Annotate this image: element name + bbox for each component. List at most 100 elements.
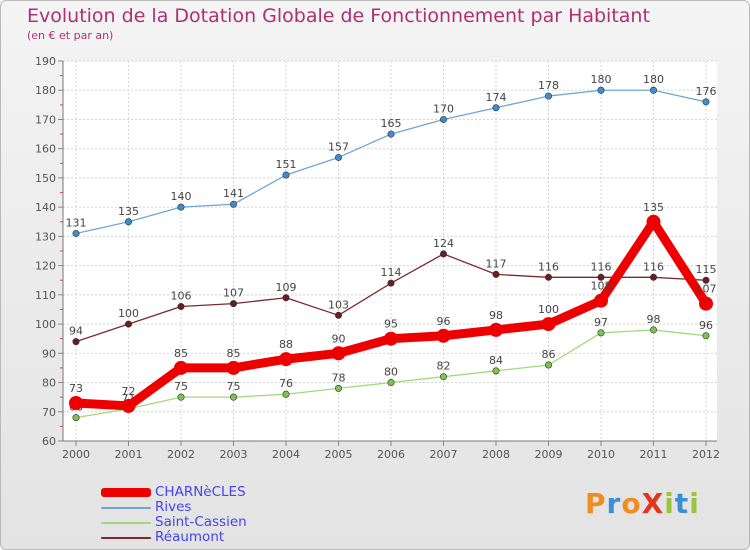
x-tick-label: 2004 (272, 448, 300, 461)
data-point-rives (387, 130, 395, 138)
data-label-saint-cassien: 75 (227, 380, 241, 393)
data-point-rives (702, 98, 710, 106)
data-label-rives: 157 (328, 140, 349, 153)
y-tick-label: 120 (35, 260, 56, 273)
chart-legend: CHARNèCLES Rives Saint-Cassien Réaumont (101, 485, 247, 545)
data-point-rives (230, 200, 238, 208)
data-label-r-aumont: 116 (591, 260, 612, 273)
data-point-r-aumont (492, 270, 500, 278)
data-label-charn-cles: 108 (591, 280, 612, 293)
legend-item-reaumont: Réaumont (101, 530, 247, 545)
data-point-rives (282, 171, 290, 179)
data-label-saint-cassien: 80 (384, 366, 398, 379)
data-point-saint-cassien (544, 361, 552, 369)
data-point-r-aumont (177, 303, 185, 311)
data-label-rives: 151 (276, 158, 297, 171)
data-label-rives: 140 (171, 190, 192, 203)
y-tick-label: 110 (35, 289, 56, 302)
legend-item-saint-cassien: Saint-Cassien (101, 515, 247, 530)
data-point-charn-cles (226, 360, 241, 375)
logo-letter: t (674, 487, 690, 520)
data-point-charn-cles (699, 296, 713, 311)
data-label-charn-cles: 100 (538, 303, 559, 316)
data-point-charn-cles (279, 352, 293, 367)
x-tick-label: 2007 (430, 448, 458, 461)
data-point-saint-cassien (334, 384, 342, 392)
data-point-r-aumont (72, 338, 80, 346)
data-label-saint-cassien: 82 (437, 360, 451, 373)
data-label-charn-cles: 96 (437, 315, 451, 328)
data-label-rives: 165 (381, 117, 402, 130)
data-label-rives: 176 (696, 85, 717, 98)
legend-label: Réaumont (155, 529, 225, 545)
data-label-saint-cassien: 75 (174, 380, 188, 393)
data-point-r-aumont (649, 273, 657, 281)
data-label-charn-cles: 135 (643, 201, 664, 214)
data-label-charn-cles: 73 (69, 382, 83, 395)
data-label-rives: 174 (486, 91, 507, 104)
data-point-saint-cassien (387, 379, 395, 387)
legend-swatch (101, 536, 151, 539)
x-tick-label: 2003 (220, 448, 248, 461)
data-label-rives: 131 (66, 216, 87, 229)
data-point-rives (649, 86, 657, 94)
data-point-charn-cles (121, 398, 136, 413)
data-point-r-aumont (230, 300, 238, 308)
data-point-saint-cassien (72, 414, 80, 422)
data-point-charn-cles (594, 293, 608, 308)
data-point-charn-cles (541, 317, 556, 332)
data-label-charn-cles: 85 (174, 347, 188, 360)
y-tick-label: 60 (42, 435, 56, 448)
data-label-charn-cles: 85 (227, 347, 241, 360)
data-label-r-aumont: 114 (381, 266, 402, 279)
data-point-charn-cles (331, 346, 346, 361)
data-label-r-aumont: 103 (328, 298, 349, 311)
data-label-saint-cassien: 84 (489, 354, 503, 367)
data-point-rives (72, 229, 80, 237)
data-point-charn-cles (384, 331, 398, 346)
x-tick-label: 2001 (115, 448, 143, 461)
y-tick-label: 140 (35, 201, 56, 214)
data-label-r-aumont: 106 (171, 290, 192, 303)
data-point-r-aumont (125, 320, 133, 328)
legend-item-charnecles: CHARNèCLES (101, 485, 247, 500)
data-point-r-aumont (387, 279, 395, 287)
data-point-charn-cles (174, 360, 188, 375)
x-tick-label: 2006 (377, 448, 405, 461)
logo-letter: X (641, 487, 665, 520)
data-point-saint-cassien (649, 326, 657, 334)
data-label-r-aumont: 94 (69, 325, 83, 338)
y-tick-label: 80 (42, 377, 56, 390)
data-label-charn-cles: 88 (279, 338, 293, 351)
data-point-charn-cles (489, 322, 503, 337)
data-label-charn-cles: 90 (332, 332, 346, 345)
data-point-rives (544, 92, 552, 100)
legend-item-rives: Rives (101, 500, 247, 515)
data-label-r-aumont: 116 (538, 260, 559, 273)
data-point-r-aumont (439, 250, 447, 258)
data-point-saint-cassien (597, 329, 605, 337)
x-tick-label: 2010 (587, 448, 615, 461)
data-point-saint-cassien (702, 332, 710, 340)
data-label-r-aumont: 109 (276, 281, 297, 294)
data-point-saint-cassien (282, 390, 290, 398)
y-tick-label: 100 (35, 318, 56, 331)
data-label-charn-cles: 95 (384, 318, 398, 331)
data-point-saint-cassien (177, 393, 185, 401)
x-tick-label: 2000 (62, 448, 90, 461)
data-label-saint-cassien: 98 (647, 313, 661, 326)
data-label-rives: 135 (118, 205, 139, 218)
data-label-rives: 178 (538, 79, 559, 92)
data-label-saint-cassien: 86 (542, 348, 556, 361)
legend-swatch (101, 506, 151, 509)
y-tick-label: 180 (35, 84, 56, 97)
data-point-r-aumont (597, 273, 605, 281)
data-point-saint-cassien (492, 367, 500, 375)
data-label-r-aumont: 107 (223, 287, 244, 300)
data-point-charn-cles (69, 396, 83, 410)
logo-letter: P (585, 487, 607, 520)
x-tick-label: 2012 (692, 448, 720, 461)
data-point-r-aumont (702, 276, 710, 284)
